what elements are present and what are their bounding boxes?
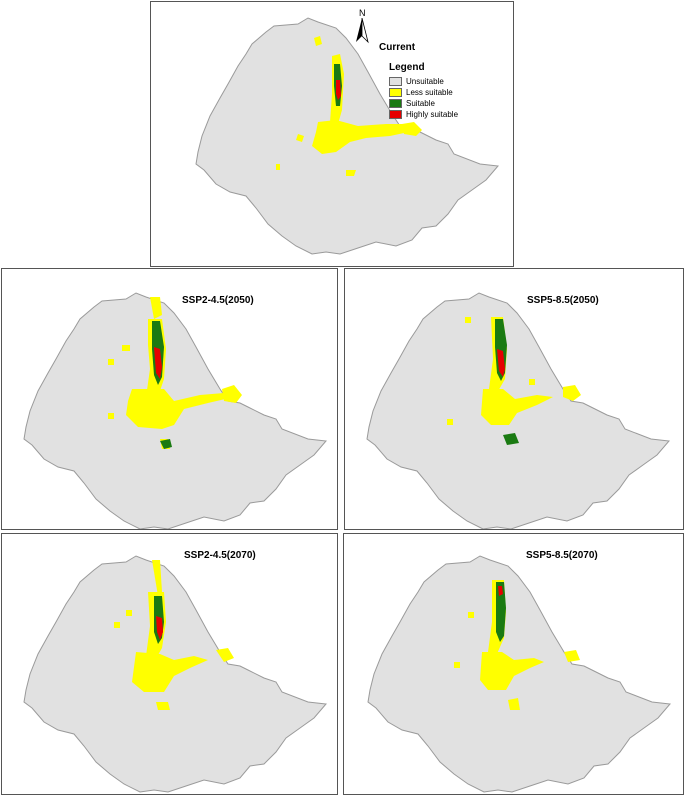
ethiopia-map-ssp585-2050 (366, 292, 670, 529)
legend-title: Legend (389, 62, 425, 73)
legend-swatch-less-suitable (389, 87, 402, 97)
north-arrow: N (355, 8, 369, 44)
legend: Legend Unsuitable Less suitable Suitable… (389, 62, 458, 120)
ethiopia-map-ssp585-2070 (367, 555, 671, 793)
legend-label: Highly suitable (406, 109, 459, 119)
panel-title-ssp245-2050: SSP2-4.5(2050) (182, 295, 254, 306)
legend-label: Unsuitable (406, 76, 444, 86)
map-panel-ssp245-2070: SSP2-4.5(2070) (1, 533, 338, 795)
map-panel-ssp585-2050: SSP5-8.5(2050) (344, 268, 684, 530)
north-label: N (359, 8, 366, 18)
legend-swatch-highly-suitable (389, 109, 402, 119)
panel-title-ssp585-2050: SSP5-8.5(2050) (527, 295, 599, 306)
highly-suitable-strip (336, 80, 341, 100)
map-panel-ssp245-2050: SSP2-4.5(2050) (1, 268, 338, 530)
ethiopia-map-ssp245-2070 (23, 555, 327, 793)
legend-item-highly-suitable: Highly suitable (389, 109, 458, 119)
legend-item-suitable: Suitable (389, 98, 458, 108)
legend-swatch-suitable (389, 98, 402, 108)
suitable-patch-south (160, 439, 172, 449)
highly-suitable-strip (497, 349, 505, 377)
highly-suitable-strip (154, 347, 162, 379)
panel-title-current: Current (379, 42, 416, 53)
panel-title-ssp585-2070: SSP5-8.5(2070) (526, 550, 598, 561)
map-panel-current: N Current Legend Unsuitable Less suitabl… (150, 1, 514, 267)
legend-label: Less suitable (406, 87, 453, 97)
ethiopia-map-ssp245-2050 (23, 292, 327, 529)
legend-label: Suitable (406, 98, 435, 108)
highly-suitable-strip (156, 616, 163, 640)
panel-title-ssp245-2070: SSP2-4.5(2070) (184, 550, 256, 561)
north-arrow-icon (356, 18, 369, 44)
suitable-strip (496, 582, 506, 642)
legend-swatch-unsuitable (389, 76, 402, 86)
map-panel-ssp585-2070: SSP5-8.5(2070) (343, 533, 684, 795)
legend-item-unsuitable: Unsuitable (389, 76, 458, 86)
ethiopia-outline (367, 555, 671, 793)
suitable-patch-south (503, 433, 519, 445)
legend-item-less-suitable: Less suitable (389, 87, 458, 97)
highly-suitable-strip (498, 586, 503, 596)
ethiopia-map-current (195, 17, 499, 255)
